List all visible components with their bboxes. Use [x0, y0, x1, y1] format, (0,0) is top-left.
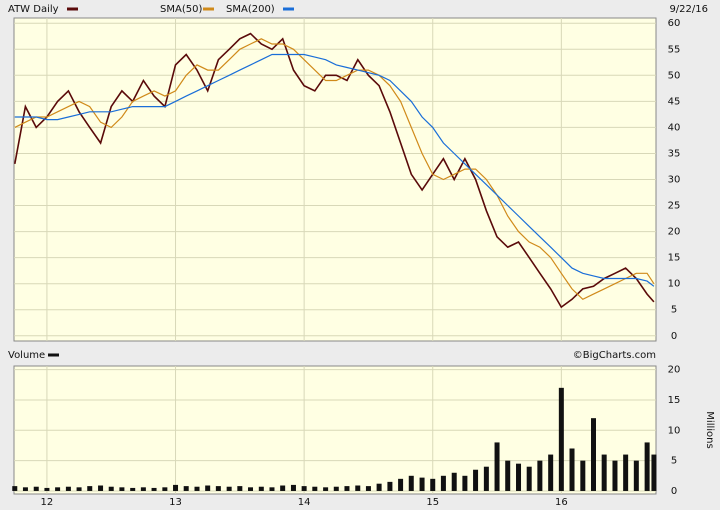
- volume-bar: [440, 475, 446, 491]
- volume-bar: [108, 486, 114, 491]
- volume-bar: [333, 486, 339, 491]
- volume-bar: [526, 466, 532, 491]
- volume-bar: [183, 486, 189, 491]
- volume-bar: [398, 478, 404, 491]
- volume-bar: [12, 486, 18, 491]
- volume-bar: [130, 487, 136, 491]
- y-tick-label: 15: [668, 253, 681, 264]
- volume-bar: [151, 487, 157, 491]
- volume-bar: [248, 487, 254, 491]
- volume-bar: [226, 486, 232, 491]
- volume-bar: [215, 486, 221, 491]
- legend-label: SMA(50): [160, 4, 202, 15]
- y-tick-label: 20: [668, 365, 681, 376]
- volume-bar: [590, 418, 596, 491]
- legend-label: ATW Daily: [8, 4, 59, 15]
- volume-bar: [601, 454, 607, 491]
- volume-bar: [505, 460, 511, 491]
- volume-bar: [537, 460, 543, 491]
- volume-bar: [301, 486, 307, 491]
- volume-bar: [65, 486, 71, 491]
- volume-bar: [419, 477, 425, 491]
- volume-bar: [365, 486, 371, 491]
- volume-bar: [323, 487, 329, 491]
- volume-bar: [22, 487, 28, 491]
- y-tick-label: 50: [668, 70, 681, 81]
- volume-bar: [651, 454, 657, 491]
- volume-bar: [376, 483, 382, 491]
- volume-bar: [98, 485, 104, 491]
- y-tick-label: 60: [668, 18, 681, 29]
- credit: ©BigCharts.com: [573, 350, 656, 361]
- volume-bar: [612, 460, 618, 491]
- volume-bar: [462, 475, 468, 491]
- x-tick-label: 12: [41, 497, 54, 508]
- volume-bar: [387, 481, 393, 491]
- price-line: [14, 53, 655, 287]
- volume-bar: [451, 472, 457, 491]
- y-tick-label: 55: [668, 44, 681, 55]
- volume-bar: [548, 454, 554, 491]
- volume-bar: [623, 454, 629, 491]
- volume-bar: [194, 486, 200, 491]
- x-tick-label: 15: [426, 497, 439, 508]
- y-tick-label: 5: [671, 305, 677, 316]
- volume-bar: [237, 486, 243, 491]
- x-tick-label: 14: [298, 497, 311, 508]
- volume-bar: [269, 487, 275, 491]
- volume-bar: [290, 484, 296, 491]
- volume-bar: [258, 486, 264, 491]
- volume-bar: [205, 485, 211, 491]
- volume-bar: [644, 442, 650, 491]
- y-tick-label: 25: [668, 201, 681, 212]
- volume-bar: [119, 487, 125, 491]
- volume-bar: [312, 486, 318, 491]
- y-tick-label: 5: [671, 456, 677, 467]
- x-tick-label: 13: [169, 497, 182, 508]
- y-tick-label: 20: [668, 227, 681, 238]
- x-tick-label: 16: [555, 497, 568, 508]
- volume-bar: [55, 487, 61, 491]
- volume-bar: [355, 485, 361, 491]
- date-label: 9/22/16: [669, 4, 708, 15]
- volume-bar: [430, 478, 436, 491]
- volume-bar: [87, 486, 93, 491]
- y-tick-label: 10: [668, 425, 681, 436]
- volume-bar: [140, 487, 146, 491]
- volume-bar: [408, 475, 414, 491]
- volume-bar: [569, 448, 575, 491]
- y-tick-label: 40: [668, 122, 681, 133]
- volume-bar: [558, 387, 564, 491]
- volume-bar: [44, 487, 50, 491]
- y-tick-label: 45: [668, 96, 681, 107]
- y-tick-label: 0: [671, 331, 677, 342]
- volume-bar: [344, 486, 350, 491]
- legend-label: Volume: [8, 350, 45, 361]
- y-tick-label: 15: [668, 395, 681, 406]
- y-tick-label: 35: [668, 148, 681, 159]
- price-line: [14, 32, 655, 309]
- volume-bar: [162, 487, 168, 491]
- volume-bar: [516, 463, 522, 491]
- legend-label: SMA(200): [226, 4, 275, 15]
- volume-bar: [580, 460, 586, 491]
- y-tick-label: 30: [668, 175, 681, 186]
- volume-bar: [76, 487, 82, 491]
- volume-bar: [633, 460, 639, 491]
- y-axis-label: Millions: [704, 411, 715, 448]
- volume-bar: [33, 486, 39, 491]
- volume-bar: [280, 485, 286, 491]
- volume-bar: [473, 469, 479, 491]
- volume-bar: [483, 466, 489, 491]
- price-line: [14, 38, 655, 301]
- volume-bar: [173, 484, 179, 491]
- volume-bar: [494, 442, 500, 491]
- y-tick-label: 0: [671, 486, 677, 497]
- y-tick-label: 10: [668, 279, 681, 290]
